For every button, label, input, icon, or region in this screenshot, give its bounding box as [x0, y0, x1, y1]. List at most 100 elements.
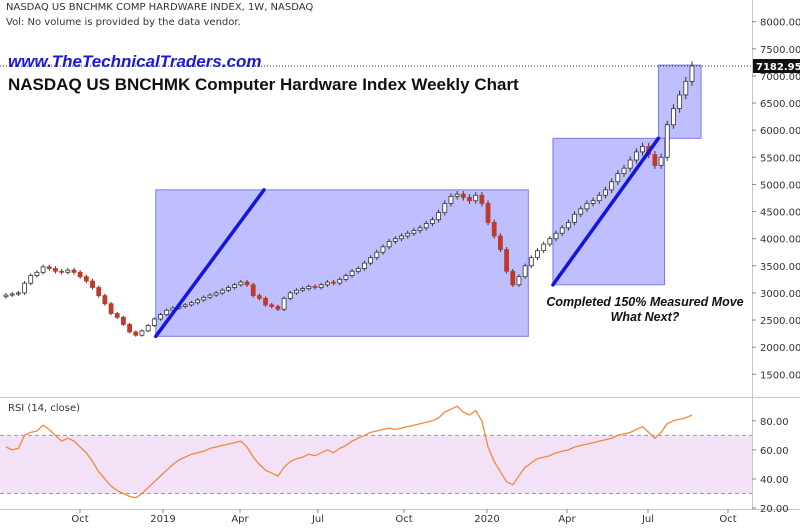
candle-body	[226, 287, 231, 291]
price-tick-label: 5500.00	[760, 153, 800, 164]
candle-body	[201, 296, 207, 301]
measured-move-box	[155, 189, 529, 337]
candle-body	[3, 294, 9, 298]
candle-body	[306, 286, 312, 289]
candle-body	[53, 268, 58, 272]
candle-body	[633, 151, 639, 161]
candle-body	[640, 146, 645, 153]
candle-body	[71, 269, 77, 273]
chart-title: NASDAQ US BNCHMK Computer Hardware Index…	[8, 75, 519, 94]
candle-body	[467, 197, 472, 202]
candle-body	[683, 80, 689, 96]
candle-body	[497, 235, 503, 250]
candle-body	[689, 65, 695, 82]
candle-body	[368, 257, 374, 264]
candle-body	[158, 314, 163, 320]
candle-body	[269, 304, 275, 307]
candle-body	[83, 276, 89, 282]
trend-line	[551, 136, 661, 287]
candle-body	[664, 124, 670, 158]
candle-body	[275, 306, 281, 310]
volume-notice: Vol: No volume is provided by the data v…	[6, 17, 241, 28]
price-tick-label: 6500.00	[760, 99, 800, 110]
candle-body	[596, 194, 602, 202]
candle-body	[46, 266, 52, 269]
axes: 1500.00 2000.00 2500.00 3000.00 3500.00 4000.…	[0, 18, 800, 525]
candle-body	[553, 232, 559, 240]
annotation-text: Completed 150% Measured Move What Next?	[520, 295, 770, 325]
candle-body	[256, 295, 262, 299]
trend-lines	[154, 136, 661, 339]
time-tick-label: Oct	[71, 514, 88, 525]
candle-body	[442, 203, 448, 214]
main-grid	[0, 0, 800, 510]
time-tick-label: Oct	[395, 514, 412, 525]
candle-body	[627, 159, 633, 169]
candle-body	[417, 227, 423, 231]
candle-body	[485, 203, 491, 223]
annotation-line2: What Next?	[610, 310, 680, 324]
candle-body	[460, 193, 466, 198]
price-tick-label: 7500.00	[760, 45, 800, 56]
rsi-tick-label: 60.00	[760, 446, 789, 457]
time-tick-label: Apr	[558, 514, 576, 525]
candle-body	[541, 243, 547, 252]
candle-body	[188, 302, 194, 306]
candle-body	[615, 173, 621, 183]
rsi-tick-label: 40.00	[760, 475, 789, 486]
candle-body	[584, 203, 590, 210]
candle-body	[479, 194, 485, 204]
price-tick-label: 7000.00	[760, 72, 800, 83]
candle-body	[565, 222, 571, 229]
rsi-tick-label: 80.00	[760, 417, 789, 428]
candle-body	[374, 251, 380, 259]
candle-body	[405, 232, 411, 237]
candle-body	[28, 275, 34, 284]
candle-body	[244, 281, 250, 286]
candle-body	[590, 200, 596, 204]
candle-body	[213, 292, 219, 296]
candle-body	[114, 313, 120, 318]
candle-body	[318, 284, 324, 288]
candle-body	[609, 181, 615, 191]
price-tick-label: 4000.00	[760, 235, 800, 246]
price-tick-label: 3000.00	[760, 289, 800, 300]
candle-body	[96, 287, 102, 297]
candle-body	[516, 276, 522, 286]
time-tick-label: Oct	[719, 514, 736, 525]
candle-body	[108, 303, 114, 314]
candle-body	[436, 212, 442, 221]
symbol-header: NASDAQ US BNCHMK COMP HARDWARE INDEX, 1W…	[6, 2, 314, 13]
candle-body	[386, 240, 392, 248]
last-price-label: 7182.95	[756, 62, 800, 73]
candle-body	[535, 250, 540, 259]
price-tick-label: 2000.00	[760, 343, 800, 354]
candle-body	[294, 289, 299, 294]
candle-body	[578, 208, 584, 215]
time-tick-label: Jul	[311, 514, 324, 525]
price-tick-label: 4500.00	[760, 208, 800, 219]
candle-body	[572, 213, 577, 223]
candle-body	[9, 293, 15, 296]
candle-body	[90, 280, 95, 288]
candle-body	[238, 281, 244, 286]
candle-body	[671, 108, 676, 126]
candle-body	[164, 309, 170, 316]
rsi-band	[0, 435, 752, 494]
candle-body	[392, 238, 398, 242]
candle-body	[324, 281, 330, 286]
candle-body	[312, 286, 318, 288]
candle-body	[121, 316, 126, 325]
candle-body	[77, 271, 83, 278]
candle-body	[250, 284, 256, 297]
candle-body	[430, 219, 435, 224]
candle-body	[423, 223, 429, 229]
candle-body	[102, 295, 108, 305]
time-tick-label: Jul	[641, 514, 654, 525]
candle-body	[380, 246, 386, 253]
candle-body	[603, 189, 608, 196]
candle-body	[399, 235, 404, 240]
candle-body	[362, 262, 367, 269]
candle-body	[232, 284, 238, 288]
